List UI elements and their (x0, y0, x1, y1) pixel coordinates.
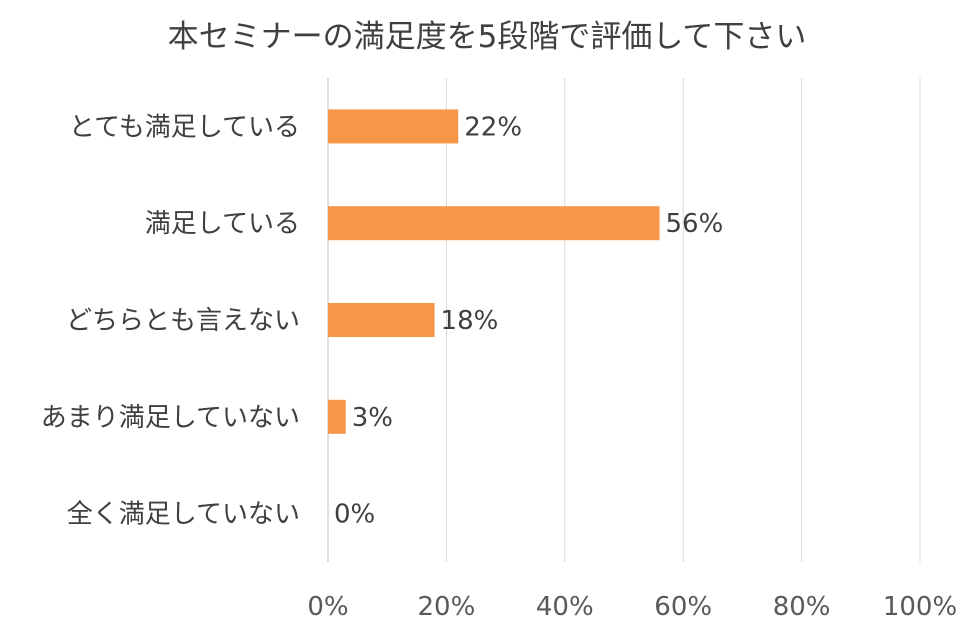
x-tick-label: 0% (307, 592, 348, 622)
category-label: 全く満足していない (67, 500, 300, 530)
x-tick-label: 20% (418, 592, 476, 622)
bar (328, 109, 459, 144)
data-label: 22% (464, 112, 522, 142)
bar (328, 206, 660, 241)
bar (328, 303, 435, 337)
data-label: 18% (441, 306, 499, 336)
data-label: 3% (352, 403, 393, 433)
category-label: とても満足している (69, 112, 300, 142)
category-labels: とても満足している満足しているどちらとも言えないあまり満足していない全く満足して… (41, 112, 300, 529)
data-label: 0% (334, 500, 375, 530)
x-tick-label: 100% (883, 592, 957, 622)
category-label: あまり満足していない (41, 403, 300, 433)
bars (328, 109, 660, 434)
x-tick-labels: 0% 20% 40% 60% 80% 100% (307, 592, 957, 622)
x-tick-label: 80% (773, 592, 831, 622)
x-tick-label: 60% (654, 592, 712, 622)
x-tick-label: 40% (536, 592, 594, 622)
bar (328, 399, 346, 434)
category-label: どちらとも言えない (66, 306, 300, 336)
chart-title: 本セミナーの満足度を5段階で評価して下さい (168, 19, 807, 55)
gridlines (445, 78, 921, 562)
category-label: 満足している (145, 209, 300, 239)
data-labels: 22% 56% 18% 3% 0% (334, 112, 723, 529)
data-label: 56% (666, 209, 724, 239)
